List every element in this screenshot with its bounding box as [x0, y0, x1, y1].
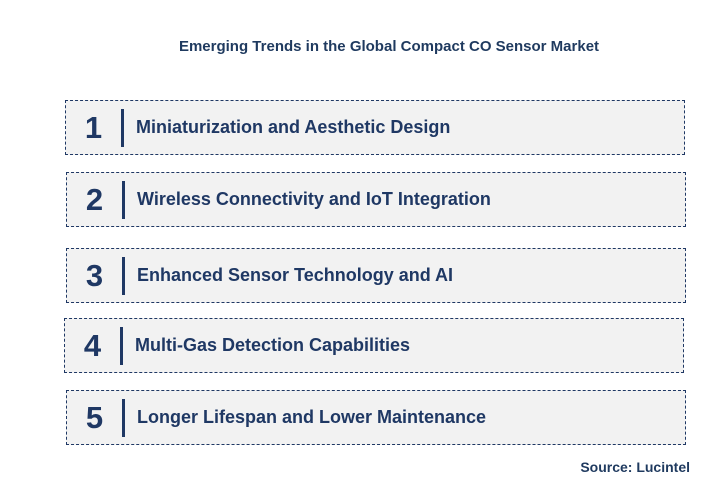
trend-divider — [122, 257, 125, 295]
source-note: Source: Lucintel — [580, 459, 690, 475]
trend-item-2: 2 Wireless Connectivity and IoT Integrat… — [66, 172, 686, 227]
trend-divider — [121, 109, 124, 147]
trend-label: Miniaturization and Aesthetic Design — [136, 117, 451, 137]
trend-label: Wireless Connectivity and IoT Integratio… — [137, 189, 491, 209]
trend-divider — [120, 327, 123, 365]
trend-item-3: 3 Enhanced Sensor Technology and AI — [66, 248, 686, 303]
diagram-title: Emerging Trends in the Global Compact CO… — [178, 38, 600, 55]
trend-divider — [122, 181, 125, 219]
trend-number: 4 — [83, 327, 102, 363]
trend-label: Multi-Gas Detection Capabilities — [135, 335, 411, 355]
trend-item-4: 4 Multi-Gas Detection Capabilities — [64, 318, 684, 373]
trend-number: 1 — [84, 109, 103, 145]
trend-item-1: 1 Miniaturization and Aesthetic Design — [65, 100, 685, 155]
trend-number: 3 — [85, 257, 104, 293]
trend-label: Enhanced Sensor Technology and AI — [137, 265, 454, 285]
trend-divider — [122, 399, 125, 437]
trend-number: 2 — [85, 181, 104, 217]
trend-label: Longer Lifespan and Lower Maintenance — [137, 407, 487, 427]
trend-number: 5 — [85, 399, 104, 435]
trend-item-5: 5 Longer Lifespan and Lower Maintenance — [66, 390, 686, 445]
